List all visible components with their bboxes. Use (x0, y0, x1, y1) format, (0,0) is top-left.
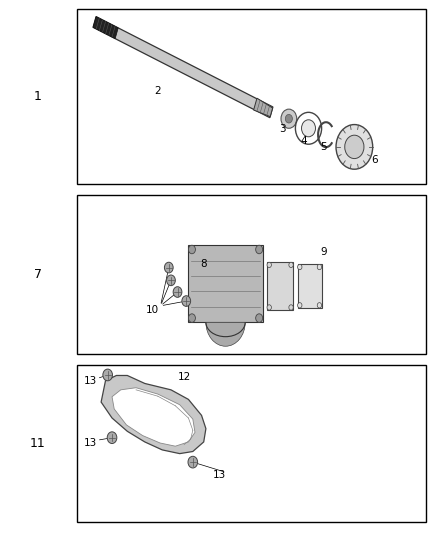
Bar (77, 365, 426, 522)
Circle shape (173, 287, 182, 297)
Circle shape (297, 303, 302, 308)
Text: 2: 2 (155, 86, 161, 96)
Circle shape (285, 115, 293, 123)
Circle shape (295, 112, 321, 144)
Polygon shape (101, 375, 206, 454)
Circle shape (345, 135, 364, 159)
Circle shape (166, 275, 175, 286)
Polygon shape (112, 387, 195, 446)
Text: 1: 1 (34, 90, 42, 103)
Circle shape (336, 125, 373, 169)
Text: 6: 6 (371, 155, 378, 165)
Circle shape (301, 120, 315, 137)
Circle shape (188, 456, 198, 468)
Bar (77, 195, 426, 354)
Polygon shape (93, 17, 118, 39)
Bar (267, 262, 293, 310)
Circle shape (289, 305, 293, 310)
Text: 13: 13 (212, 470, 226, 480)
Text: 7: 7 (34, 268, 42, 281)
Bar (188, 245, 263, 322)
Circle shape (317, 303, 321, 308)
Circle shape (256, 245, 263, 254)
Polygon shape (254, 98, 272, 117)
Text: 4: 4 (301, 136, 307, 146)
Circle shape (267, 262, 272, 268)
Circle shape (317, 264, 321, 270)
Text: 13: 13 (84, 376, 97, 386)
Text: 10: 10 (146, 305, 159, 315)
Text: 8: 8 (201, 259, 207, 269)
Polygon shape (93, 17, 273, 118)
Circle shape (188, 245, 195, 254)
Circle shape (103, 369, 113, 381)
Circle shape (256, 314, 263, 322)
Text: 12: 12 (177, 372, 191, 382)
Circle shape (281, 109, 297, 128)
Wedge shape (206, 322, 245, 346)
Text: 3: 3 (279, 124, 286, 134)
Circle shape (297, 264, 302, 270)
Text: 11: 11 (30, 437, 46, 450)
Bar (297, 264, 321, 308)
Text: 9: 9 (321, 247, 327, 257)
Circle shape (188, 314, 195, 322)
Circle shape (164, 262, 173, 273)
Circle shape (267, 305, 272, 310)
Circle shape (289, 262, 293, 268)
Bar (77, 9, 426, 184)
Circle shape (107, 432, 117, 443)
Circle shape (182, 296, 191, 306)
Text: 5: 5 (321, 142, 327, 152)
Text: 13: 13 (84, 438, 97, 448)
